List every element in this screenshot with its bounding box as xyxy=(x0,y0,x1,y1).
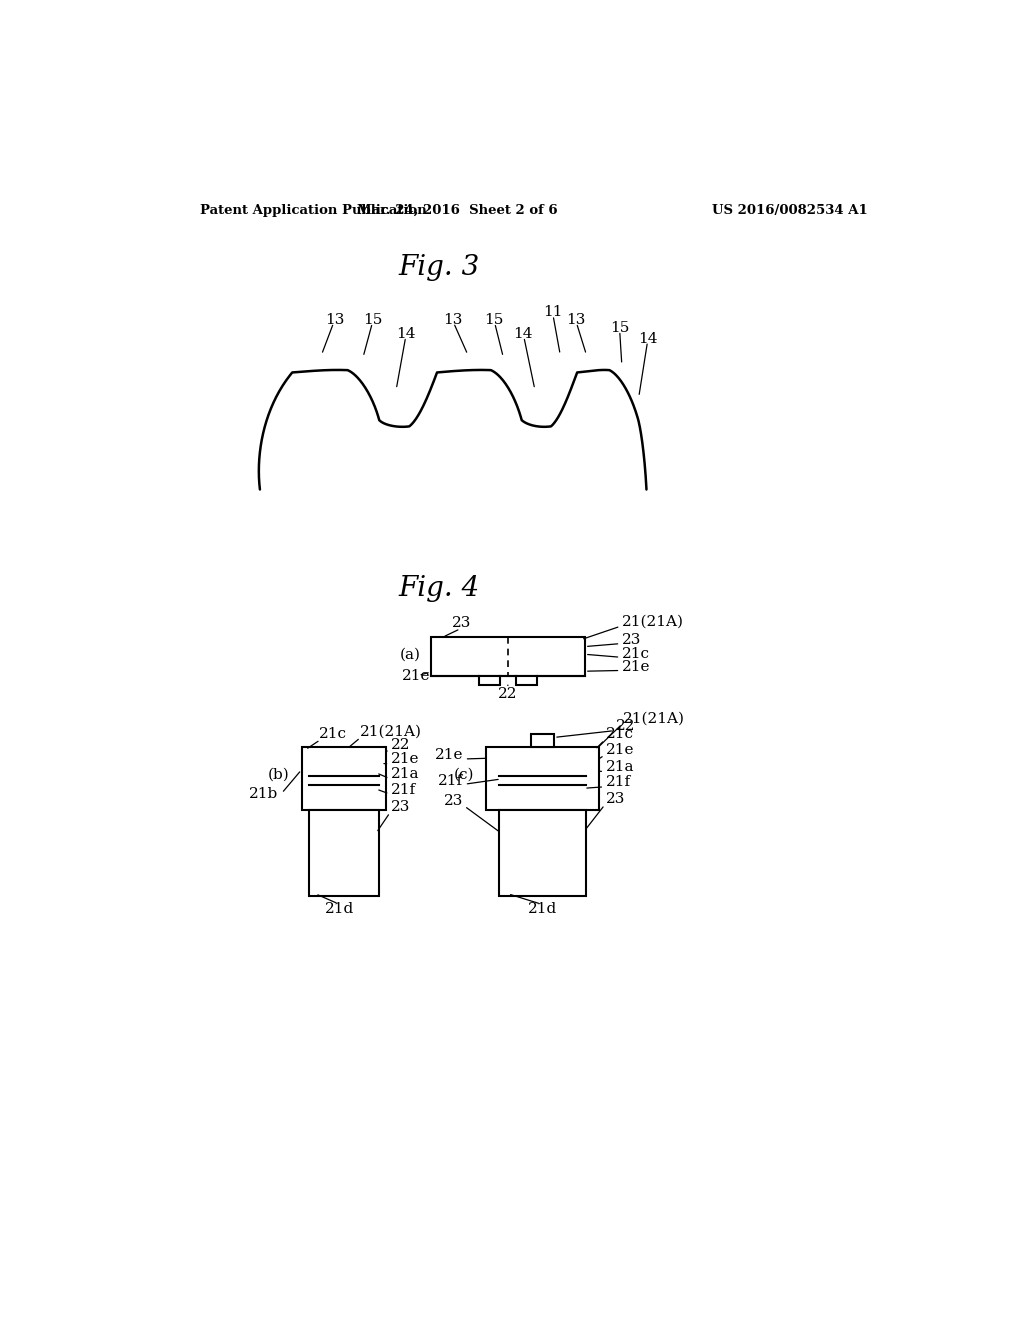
Text: 21(21A): 21(21A) xyxy=(360,725,422,739)
Text: (b): (b) xyxy=(267,767,289,781)
Bar xyxy=(431,638,585,676)
Bar xyxy=(478,676,500,685)
Text: 14: 14 xyxy=(513,327,534,341)
Text: 21a: 21a xyxy=(391,767,419,781)
Text: 14: 14 xyxy=(396,327,416,341)
Text: Fig. 3: Fig. 3 xyxy=(398,255,479,281)
Text: (c): (c) xyxy=(454,767,474,781)
Bar xyxy=(309,810,379,896)
Text: 23: 23 xyxy=(443,795,463,808)
Text: 14: 14 xyxy=(638,331,657,346)
Bar xyxy=(531,734,554,747)
Text: 22: 22 xyxy=(391,738,411,752)
Text: 21f: 21f xyxy=(605,775,631,789)
Text: 21e: 21e xyxy=(605,743,634,756)
Text: 21e: 21e xyxy=(401,669,430,682)
Text: 21f: 21f xyxy=(391,783,416,797)
Text: 21c: 21c xyxy=(605,727,634,742)
Text: 21c: 21c xyxy=(622,647,650,660)
Bar xyxy=(486,747,599,810)
Text: 22: 22 xyxy=(615,719,635,733)
Bar xyxy=(499,810,587,896)
Text: 15: 15 xyxy=(610,321,629,335)
Text: 21(21A): 21(21A) xyxy=(622,615,684,628)
Text: 21e: 21e xyxy=(391,752,419,766)
Text: (a): (a) xyxy=(399,648,421,663)
Bar xyxy=(301,747,386,810)
Bar xyxy=(515,676,538,685)
Text: 13: 13 xyxy=(325,313,344,327)
Text: 22: 22 xyxy=(498,686,517,701)
Text: 23: 23 xyxy=(605,792,625,807)
Text: 23: 23 xyxy=(622,632,641,647)
Text: 21d: 21d xyxy=(326,902,354,916)
Text: 21f: 21f xyxy=(438,774,463,788)
Text: US 2016/0082534 A1: US 2016/0082534 A1 xyxy=(712,205,867,218)
Text: Patent Application Publication: Patent Application Publication xyxy=(200,205,427,218)
Text: 15: 15 xyxy=(364,313,383,327)
Text: 21e: 21e xyxy=(622,660,650,673)
Text: 13: 13 xyxy=(442,313,462,327)
Text: Mar. 24, 2016  Sheet 2 of 6: Mar. 24, 2016 Sheet 2 of 6 xyxy=(357,205,558,218)
Text: 21d: 21d xyxy=(528,902,557,916)
Text: 11: 11 xyxy=(543,305,562,319)
Text: 21(21A): 21(21A) xyxy=(624,711,685,725)
Text: 15: 15 xyxy=(484,313,504,327)
Text: 13: 13 xyxy=(566,313,586,327)
Text: 23: 23 xyxy=(391,800,411,813)
Text: 21b: 21b xyxy=(249,788,279,801)
Text: 21e: 21e xyxy=(435,748,463,762)
Text: Fig. 4: Fig. 4 xyxy=(398,574,479,602)
Text: 23: 23 xyxy=(452,616,471,631)
Text: 21a: 21a xyxy=(605,760,634,774)
Text: 21c: 21c xyxy=(319,727,347,742)
